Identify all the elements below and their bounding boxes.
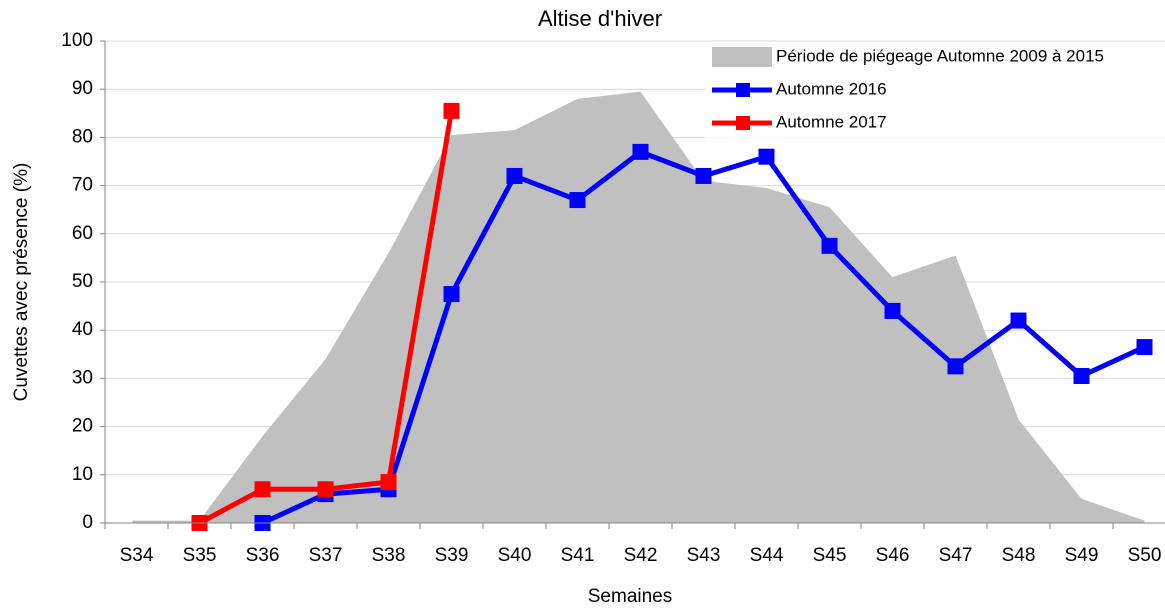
x-tick-label: S43 — [687, 545, 721, 566]
x-tick-label: S38 — [372, 545, 406, 566]
marker — [758, 148, 775, 165]
y-tick-label: 30 — [72, 367, 93, 388]
marker — [884, 302, 901, 319]
chart-title: Altise d'hiver — [538, 6, 662, 31]
marker — [380, 474, 397, 491]
x-tick-label: S42 — [624, 545, 658, 566]
marker — [506, 167, 523, 184]
x-tick-label: S47 — [939, 545, 973, 566]
legend-label: Automne 2017 — [776, 112, 887, 131]
marker — [1010, 312, 1027, 329]
marker — [947, 358, 964, 375]
y-tick-label: 50 — [72, 271, 93, 292]
legend-label: Automne 2016 — [776, 79, 887, 98]
marker — [569, 192, 586, 209]
x-tick-label: S48 — [1002, 545, 1036, 566]
marker — [695, 167, 712, 184]
marker — [632, 143, 649, 160]
legend-box — [705, 42, 1165, 140]
x-axis-label: Semaines — [588, 586, 673, 607]
marker — [1136, 339, 1153, 356]
y-tick-label: 20 — [72, 416, 93, 437]
x-tick-label: S50 — [1128, 545, 1162, 566]
legend-label: Période de piégeage Automne 2009 à 2015 — [776, 46, 1104, 65]
legend-swatch — [712, 47, 772, 67]
legend-marker — [736, 116, 750, 130]
y-tick-label: 0 — [82, 512, 93, 533]
marker — [821, 237, 838, 254]
x-tick-label: S36 — [246, 545, 280, 566]
x-tick-label: S45 — [813, 545, 847, 566]
x-tick-label: S46 — [876, 545, 910, 566]
x-tick-label: S44 — [750, 545, 784, 566]
x-tick-label: S37 — [309, 545, 343, 566]
y-tick-label: 100 — [61, 30, 93, 51]
legend-marker — [736, 83, 750, 97]
y-tick-label: 60 — [72, 223, 93, 244]
y-tick-label: 40 — [72, 319, 93, 340]
x-tick-label: S41 — [561, 545, 595, 566]
marker — [443, 286, 460, 303]
x-tick-label: S49 — [1065, 545, 1099, 566]
series-group — [132, 91, 1153, 531]
marker — [317, 481, 334, 498]
x-tick-label: S40 — [498, 545, 532, 566]
y-tick-label: 10 — [72, 464, 93, 485]
y-tick-label: 70 — [72, 175, 93, 196]
marker — [1073, 367, 1090, 384]
x-tick-label: S35 — [183, 545, 217, 566]
marker — [254, 481, 271, 498]
marker — [443, 102, 460, 119]
area — [132, 91, 1145, 524]
y-axis-label: Cuvettes avec présence (%) — [11, 163, 32, 402]
x-tick-label: S39 — [435, 545, 469, 566]
x-tick-label: S34 — [120, 545, 154, 566]
y-tick-label: 80 — [72, 126, 93, 147]
y-tick-label: 90 — [72, 78, 93, 99]
